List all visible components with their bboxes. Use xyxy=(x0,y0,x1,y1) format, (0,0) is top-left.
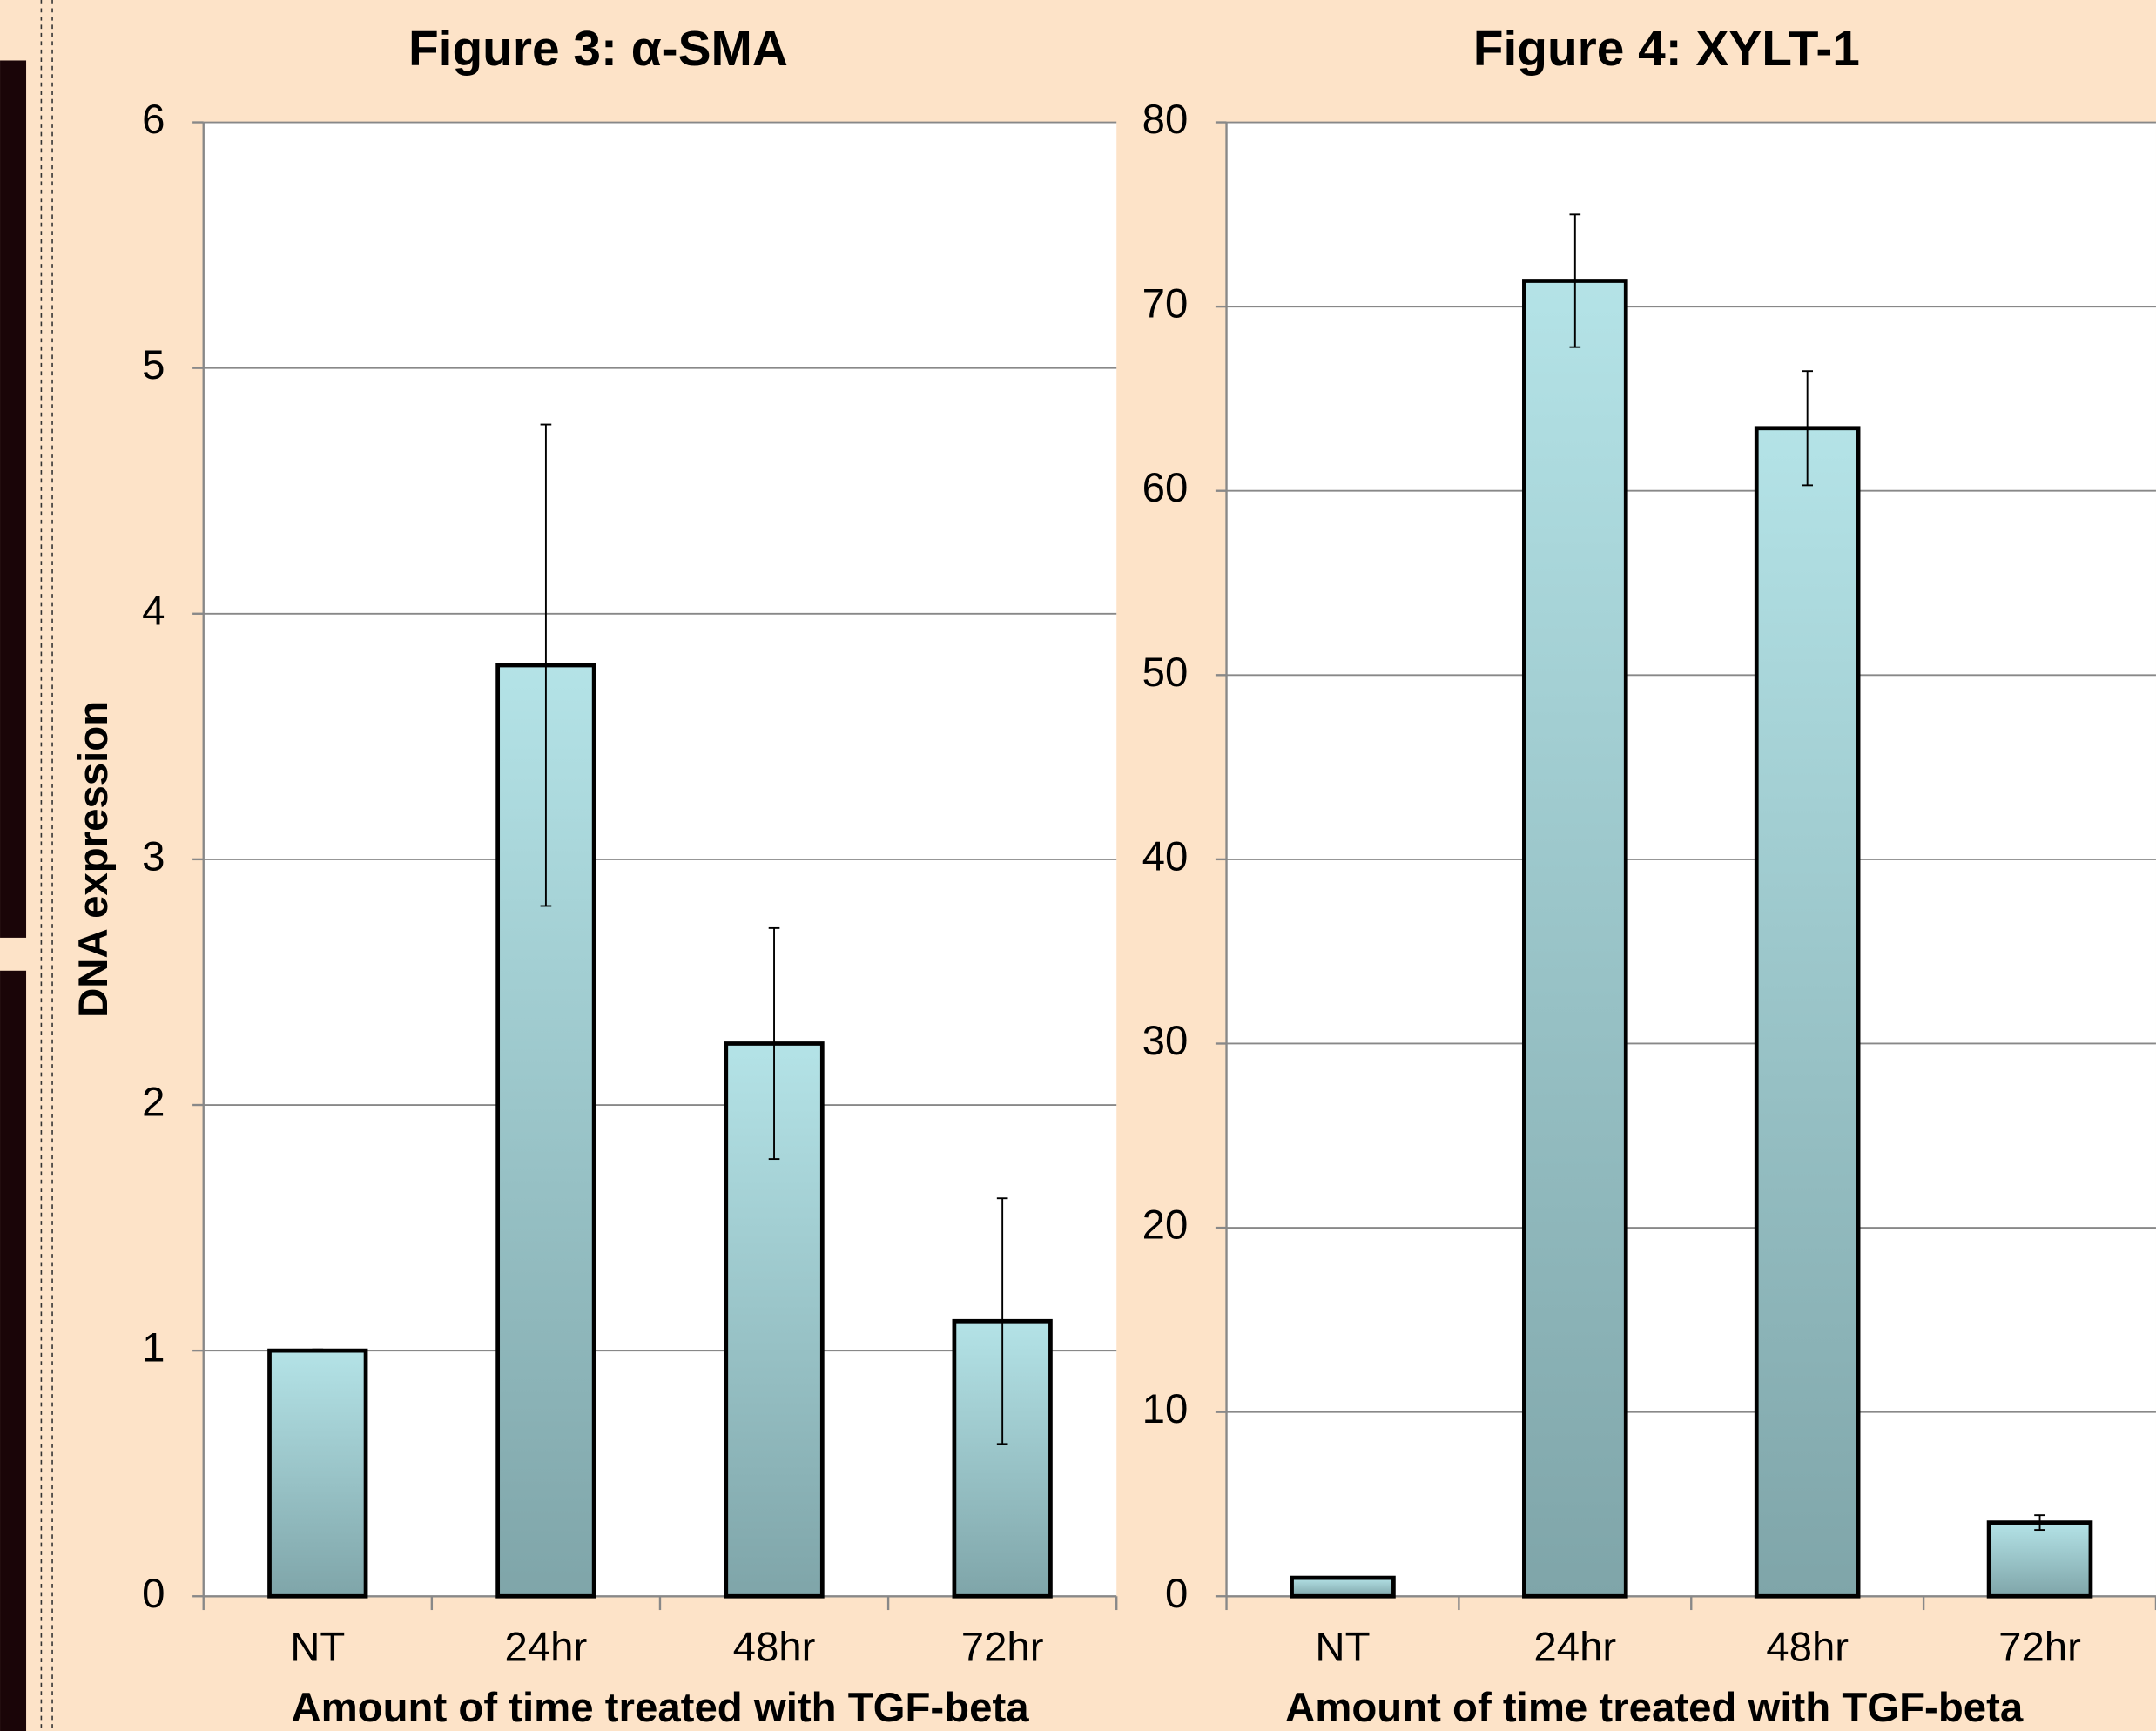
cell-image xyxy=(0,60,26,937)
x-tick-label: NT xyxy=(290,1624,345,1670)
x-tick-label: 72hr xyxy=(1998,1624,2081,1670)
bar xyxy=(1756,428,1858,1596)
x-tick-label: 48hr xyxy=(733,1624,816,1670)
x-axis-label: Amount of time treated with TGF-beta xyxy=(291,1685,1029,1731)
y-tick-label: 20 xyxy=(1142,1202,1189,1249)
y-tick-label: 80 xyxy=(1142,97,1189,143)
cell-image xyxy=(0,971,26,1731)
y-tick-label: 4 xyxy=(142,588,165,634)
y-tick-label: 6 xyxy=(142,97,165,143)
x-tick-label: 24hr xyxy=(1533,1624,1616,1670)
x-tick-label: 72hr xyxy=(961,1624,1044,1670)
chart-title: Figure 4: XYLT-1 xyxy=(1473,22,1860,77)
x-tick-label: 48hr xyxy=(1766,1624,1849,1670)
y-tick-label: 70 xyxy=(1142,281,1189,327)
y-tick-label: 10 xyxy=(1142,1386,1189,1432)
page: Figure 3: α-SMA DNA expression Amount of t… xyxy=(0,0,2156,1731)
bar xyxy=(1989,1523,2091,1597)
y-tick-label: 0 xyxy=(1165,1571,1188,1617)
bar xyxy=(1292,1578,1394,1596)
y-tick-label: 60 xyxy=(1142,465,1189,511)
y-tick-label: 40 xyxy=(1142,833,1189,879)
chart-title: Figure 3: α-SMA xyxy=(408,22,788,77)
y-tick-label: 2 xyxy=(142,1080,165,1126)
y-axis-label: DNA expression xyxy=(71,701,117,1018)
y-tick-label: 0 xyxy=(142,1571,165,1617)
chart: Figure 3: α-SMA DNA expression Amount of t… xyxy=(0,0,2156,1731)
y-tick-label: 30 xyxy=(1142,1018,1189,1064)
y-tick-label: 5 xyxy=(142,342,165,388)
bar xyxy=(270,1350,367,1596)
y-tick-label: 50 xyxy=(1142,650,1189,696)
y-tick-label: 3 xyxy=(142,833,165,879)
y-tick-label: 1 xyxy=(142,1325,165,1371)
bar xyxy=(1524,281,1626,1597)
x-tick-label: NT xyxy=(1315,1624,1370,1670)
x-tick-label: 24hr xyxy=(505,1624,588,1670)
x-axis-label: Amount of time treated with TGF-beta xyxy=(1285,1685,2024,1731)
